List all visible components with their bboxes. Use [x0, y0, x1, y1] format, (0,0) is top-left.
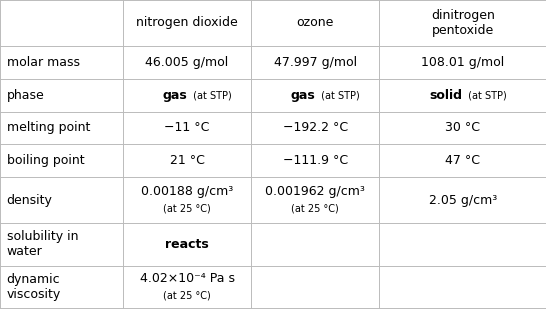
- Text: molar mass: molar mass: [7, 56, 80, 69]
- Text: gas: gas: [162, 89, 187, 102]
- Text: phase: phase: [7, 89, 44, 102]
- Text: 30 °C: 30 °C: [445, 121, 480, 134]
- Text: dynamic
viscosity: dynamic viscosity: [7, 273, 61, 301]
- Text: 0.00188 g/cm³: 0.00188 g/cm³: [141, 185, 233, 198]
- Text: ozone: ozone: [296, 16, 334, 30]
- Text: reacts: reacts: [165, 238, 209, 251]
- Text: density: density: [7, 194, 52, 207]
- Text: solubility in
water: solubility in water: [7, 230, 78, 258]
- Text: 47 °C: 47 °C: [445, 154, 480, 167]
- Text: −192.2 °C: −192.2 °C: [283, 121, 348, 134]
- Text: boiling point: boiling point: [7, 154, 84, 167]
- Text: nitrogen dioxide: nitrogen dioxide: [136, 16, 238, 30]
- Text: solid: solid: [430, 89, 462, 102]
- Text: 47.997 g/mol: 47.997 g/mol: [274, 56, 357, 69]
- Text: −11 °C: −11 °C: [164, 121, 210, 134]
- Text: 21 °C: 21 °C: [170, 154, 204, 167]
- Text: (at STP): (at STP): [318, 90, 360, 100]
- Text: (at STP): (at STP): [465, 90, 507, 100]
- Text: 4.02×10⁻⁴ Pa s: 4.02×10⁻⁴ Pa s: [140, 272, 234, 285]
- Text: 2.05 g/cm³: 2.05 g/cm³: [429, 194, 497, 207]
- Text: (at STP): (at STP): [190, 90, 232, 100]
- Text: gas: gas: [290, 89, 316, 102]
- Text: (at 25 °C): (at 25 °C): [163, 203, 211, 213]
- Text: dinitrogen
pentoxide: dinitrogen pentoxide: [431, 9, 495, 37]
- Text: (at 25 °C): (at 25 °C): [163, 290, 211, 300]
- Text: −111.9 °C: −111.9 °C: [283, 154, 348, 167]
- Text: 0.001962 g/cm³: 0.001962 g/cm³: [265, 185, 365, 198]
- Text: melting point: melting point: [7, 121, 90, 134]
- Text: 108.01 g/mol: 108.01 g/mol: [421, 56, 505, 69]
- Text: 46.005 g/mol: 46.005 g/mol: [145, 56, 229, 69]
- Text: (at 25 °C): (at 25 °C): [292, 203, 339, 213]
